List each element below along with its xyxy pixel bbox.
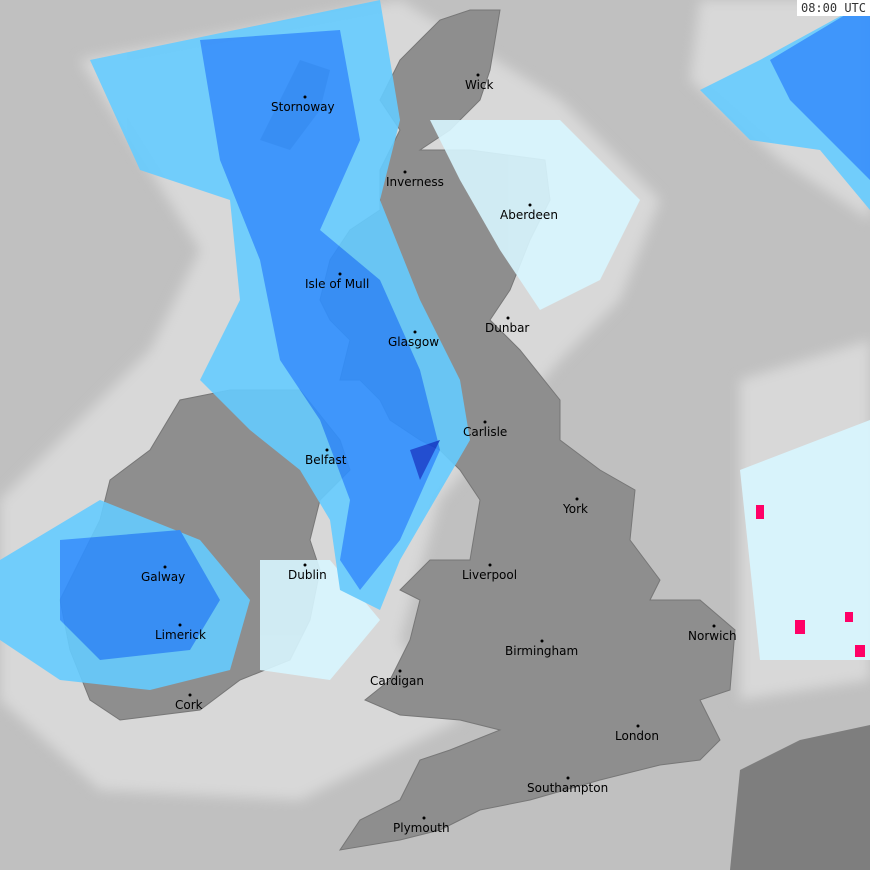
intense-rain-cells xyxy=(756,505,865,657)
svg-text:Norwich: Norwich xyxy=(688,629,737,643)
place-liverpool: Liverpool xyxy=(462,563,517,582)
svg-text:Galway: Galway xyxy=(141,570,185,584)
place-galway: Galway xyxy=(141,565,185,584)
place-cork: Cork xyxy=(175,693,203,712)
svg-text:Carlisle: Carlisle xyxy=(463,425,507,439)
place-aberdeen: Aberdeen xyxy=(500,203,558,222)
place-dunbar: Dunbar xyxy=(485,316,529,335)
place-isle-of-mull: Isle of Mull xyxy=(305,272,369,291)
svg-text:Cardigan: Cardigan xyxy=(370,674,424,688)
place-stornoway: Stornoway xyxy=(271,95,335,114)
place-belfast: Belfast xyxy=(305,448,347,467)
svg-text:Birmingham: Birmingham xyxy=(505,644,578,658)
svg-text:Southampton: Southampton xyxy=(527,781,608,795)
svg-text:London: London xyxy=(615,729,659,743)
svg-text:Limerick: Limerick xyxy=(155,628,206,642)
svg-text:Liverpool: Liverpool xyxy=(462,568,517,582)
place-cardigan: Cardigan xyxy=(370,669,424,688)
place-labels: Wick Stornoway Inverness Aberdeen Isle o… xyxy=(141,73,737,835)
svg-text:York: York xyxy=(562,502,588,516)
svg-text:Glasgow: Glasgow xyxy=(388,335,439,349)
france-land xyxy=(730,725,870,870)
place-plymouth: Plymouth xyxy=(393,816,450,835)
timestamp-label: 08:00 UTC xyxy=(796,0,870,16)
place-carlisle: Carlisle xyxy=(463,420,507,439)
svg-text:Inverness: Inverness xyxy=(386,175,444,189)
place-norwich: Norwich xyxy=(688,624,737,643)
place-inverness: Inverness xyxy=(386,170,444,189)
place-london: London xyxy=(615,724,659,743)
place-dublin: Dublin xyxy=(288,563,327,582)
svg-text:Dunbar: Dunbar xyxy=(485,321,529,335)
svg-text:Cork: Cork xyxy=(175,698,203,712)
place-southampton: Southampton xyxy=(527,776,608,795)
place-limerick: Limerick xyxy=(155,623,206,642)
svg-text:Isle of Mull: Isle of Mull xyxy=(305,277,369,291)
place-glasgow: Glasgow xyxy=(388,330,439,349)
place-birmingham: Birmingham xyxy=(505,639,578,658)
place-york: York xyxy=(562,497,588,516)
place-wick: Wick xyxy=(465,73,494,92)
svg-text:Wick: Wick xyxy=(465,78,494,92)
svg-text:Aberdeen: Aberdeen xyxy=(500,208,558,222)
svg-text:Stornoway: Stornoway xyxy=(271,100,335,114)
svg-text:Dublin: Dublin xyxy=(288,568,327,582)
svg-text:Belfast: Belfast xyxy=(305,453,347,467)
svg-text:Plymouth: Plymouth xyxy=(393,821,450,835)
rain-areas xyxy=(0,0,870,690)
